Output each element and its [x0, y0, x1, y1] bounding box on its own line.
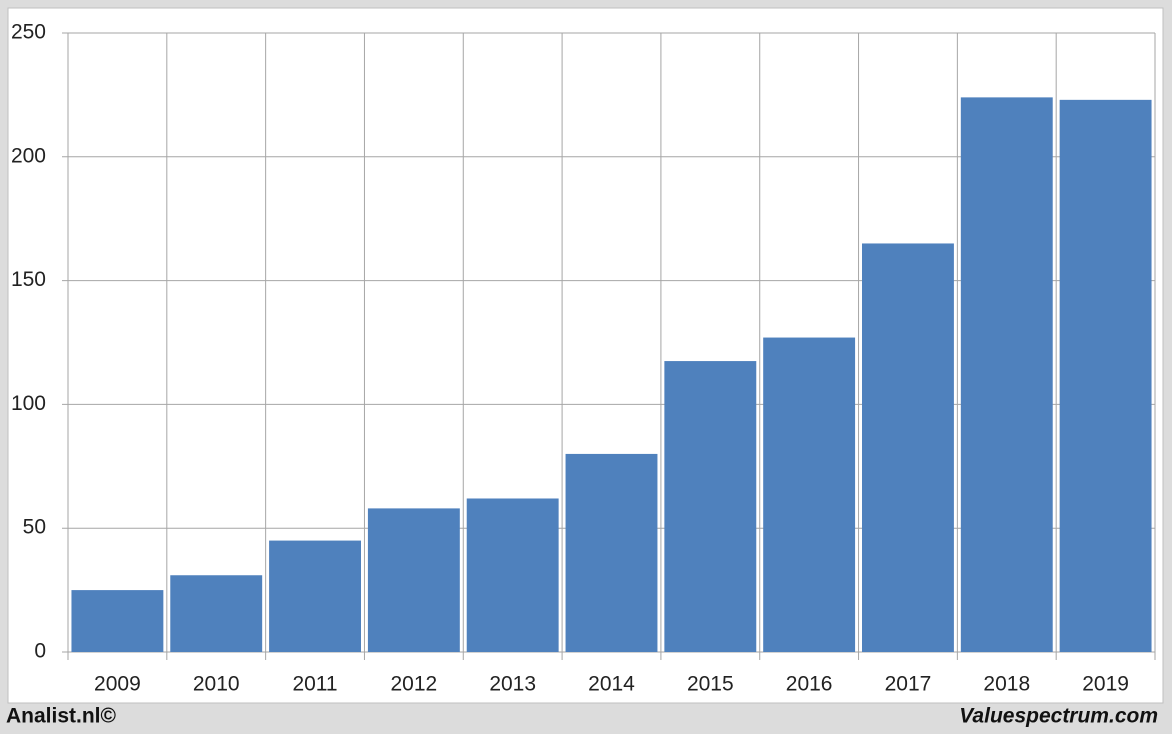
bar	[170, 575, 263, 652]
y-tick-label: 100	[11, 392, 46, 415]
x-tick-label: 2016	[786, 673, 833, 696]
x-tick-label: 2009	[94, 673, 141, 696]
bar	[367, 508, 460, 652]
x-tick-label: 2014	[588, 673, 635, 696]
footer-left: Analist.nl©	[6, 705, 117, 728]
y-tick-label: 250	[11, 21, 46, 44]
bar	[71, 590, 164, 652]
x-tick-label: 2017	[885, 673, 932, 696]
x-tick-label: 2010	[193, 673, 240, 696]
bar	[565, 453, 658, 652]
x-tick-label: 2018	[983, 673, 1030, 696]
bar	[960, 97, 1053, 653]
bar	[763, 337, 856, 652]
x-tick-label: 2012	[391, 673, 438, 696]
bar	[862, 243, 954, 652]
x-tick-label: 2015	[687, 673, 734, 696]
y-tick-label: 0	[34, 640, 46, 663]
y-tick-label: 50	[23, 516, 46, 539]
footer-right: Valuespectrum.com	[959, 705, 1158, 728]
x-tick-label: 2013	[489, 673, 536, 696]
bar	[1059, 99, 1152, 653]
bar	[664, 361, 757, 652]
bar	[269, 540, 361, 652]
y-tick-label: 150	[11, 268, 46, 291]
x-tick-label: 2019	[1082, 673, 1129, 696]
bar	[466, 498, 559, 652]
x-tick-label: 2011	[292, 673, 337, 696]
y-tick-label: 200	[11, 144, 46, 167]
